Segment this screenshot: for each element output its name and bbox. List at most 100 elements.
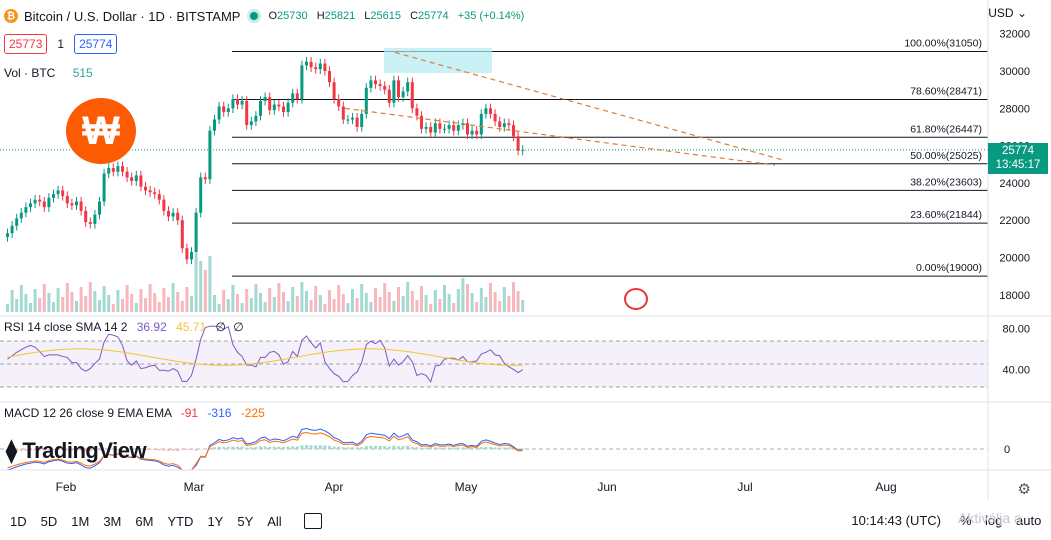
candle-body	[102, 173, 106, 202]
gear-icon[interactable]: ⚙	[1017, 481, 1031, 498]
candle-body	[337, 99, 341, 107]
tradingview-icon: ⧫	[6, 438, 17, 463]
volume-bar	[75, 301, 78, 312]
percent-toggle[interactable]: %	[960, 513, 972, 528]
volume-bar	[56, 288, 60, 312]
candle-body	[107, 168, 111, 174]
macd-histogram-bar	[208, 447, 212, 449]
candle-body	[387, 89, 391, 103]
fib-label: 61.80%(26447)	[910, 123, 982, 135]
timeframe-ytd[interactable]: YTD	[167, 513, 194, 529]
volume-bar	[222, 290, 226, 312]
volume-bar	[466, 284, 469, 312]
macd-histogram-bar	[226, 446, 230, 449]
candle-body	[190, 251, 193, 260]
macd-legend[interactable]: MACD 12 26 close 9 EMA EMA -91 -316 -225	[4, 406, 265, 420]
candle-body	[309, 61, 313, 68]
volume-bar	[213, 295, 216, 312]
volume-bar	[521, 300, 525, 312]
candle-body	[498, 121, 502, 127]
candle-body	[144, 186, 147, 191]
bid-box[interactable]: 25773	[4, 34, 48, 54]
macd-histogram-bar	[282, 446, 285, 449]
timeframe-1y[interactable]: 1Y	[207, 513, 224, 529]
macd-histogram-bar	[318, 445, 322, 449]
volume-bar	[29, 303, 32, 312]
calendar-icon[interactable]	[303, 513, 322, 529]
volume-bar	[208, 256, 212, 312]
candle-body	[79, 201, 83, 211]
x-tick-label: Aug	[875, 480, 896, 494]
volume-bar	[61, 297, 65, 312]
timeframe-5d[interactable]: 5D	[40, 513, 58, 529]
x-tick-label: May	[455, 480, 478, 494]
y-tick-label: 20000	[999, 253, 1030, 265]
candle-body	[116, 166, 120, 172]
candle-body	[286, 102, 290, 113]
macd-histogram-bar	[185, 449, 189, 450]
volume-bar	[295, 296, 299, 312]
timeframe-1d[interactable]: 1D	[10, 513, 27, 529]
currency-select[interactable]: USD ⌄	[988, 6, 1027, 20]
macd-histogram-bar	[6, 449, 9, 452]
candle-body	[374, 80, 377, 85]
candle-body	[24, 207, 28, 213]
candle-body	[70, 203, 74, 206]
macd-histogram-bar	[65, 449, 69, 451]
y-tick-label: 32000	[999, 29, 1030, 41]
volume-bar	[70, 292, 74, 312]
macd-histogram-bar	[157, 449, 161, 451]
candle-body	[369, 80, 373, 88]
macd-histogram-bar	[52, 449, 55, 451]
macd-histogram-bar	[29, 449, 32, 451]
volume-bar	[125, 285, 129, 312]
candle-body	[470, 130, 474, 135]
y-tick-label: 30000	[999, 66, 1030, 78]
volume-bar	[341, 294, 345, 312]
auto-toggle[interactable]: auto	[1016, 513, 1042, 528]
log-toggle[interactable]: log	[985, 513, 1003, 528]
volume-bar	[190, 296, 193, 312]
last-price-tag: 25774 13:45:17	[988, 143, 1048, 174]
macd-histogram-bar	[507, 447, 511, 449]
volume-bar	[167, 297, 170, 312]
volume-bar	[470, 293, 474, 312]
rsi-legend[interactable]: RSI 14 close SMA 14 2 36.92 45.71 ∅ ∅	[4, 320, 244, 334]
trend-line	[394, 51, 786, 162]
macd-histogram-bar	[222, 446, 226, 449]
candle-body	[479, 113, 483, 135]
macd-histogram-bar	[443, 447, 446, 449]
timeframe-5y[interactable]: 5Y	[237, 513, 254, 529]
volume-bar	[162, 288, 166, 312]
timeframe-all[interactable]: All	[267, 513, 282, 529]
timeframe-1m[interactable]: 1M	[71, 513, 90, 529]
ask-box[interactable]: 25774	[74, 34, 118, 54]
candle-body	[249, 121, 253, 126]
timeframe-6m[interactable]: 6M	[135, 513, 154, 529]
candle-body	[415, 108, 419, 116]
macd-histogram-bar	[84, 449, 88, 452]
symbol-title[interactable]: Bitcoin / U.S. Dollar · 1D · BITSTAMP	[24, 8, 241, 24]
macd-histogram-bar	[38, 449, 42, 451]
candle-body	[378, 84, 382, 86]
volume-bar	[254, 284, 258, 312]
macd-histogram-bar	[420, 447, 423, 449]
candle-body	[61, 190, 65, 196]
trend-line	[344, 107, 776, 166]
candle-body	[162, 199, 166, 211]
volume-bar	[263, 302, 267, 312]
volume-bar	[42, 284, 46, 312]
volume-bar	[33, 289, 37, 312]
macd-histogram-bar	[341, 447, 345, 449]
volume-bar	[502, 287, 506, 312]
volume-bar	[401, 296, 405, 312]
us-flag-icon[interactable]	[624, 288, 648, 310]
volume-bar	[443, 285, 446, 312]
timeframe-3m[interactable]: 3M	[103, 513, 122, 529]
candle-body	[19, 212, 23, 219]
volume-bar	[65, 283, 69, 312]
candle-body	[314, 67, 318, 70]
candle-body	[318, 63, 322, 70]
rsi-sma-line	[7, 348, 523, 366]
